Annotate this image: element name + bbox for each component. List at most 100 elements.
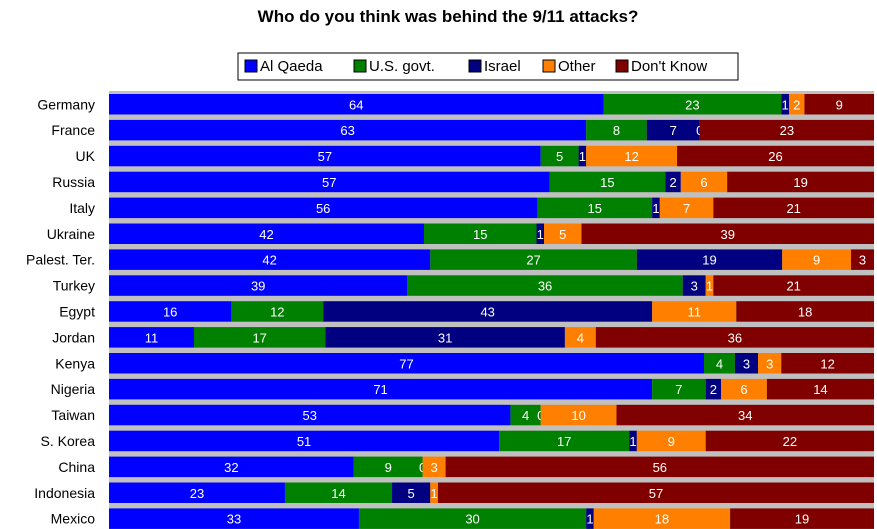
bar-russia-al-qaeda [109,171,550,193]
bar-jordan-u-s-govt [194,327,326,348]
bar-uk-israel [578,145,587,167]
data-label-nigeria-israel: 2 [710,382,717,397]
category-label-egypt: Egypt [59,303,95,319]
bar-italy-don-t-know [713,197,874,219]
bar-ukraine-al-qaeda [109,223,424,244]
category-label-russia: Russia [52,174,95,190]
legend-swatch-al-qaeda [244,59,258,73]
bar-mexico-other [593,508,731,529]
bar-s-korea-al-qaeda [109,430,500,452]
legend-frame [237,52,739,81]
data-label-china-don-t-know: 56 [653,460,667,475]
bar-palest-ter-u-s-govt [430,249,637,270]
bar-taiwan-u-s-govt [510,404,541,426]
data-label-nigeria-u-s-govt: 7 [675,382,682,397]
bar-palest-ter-israel [636,249,783,270]
bar-nigeria-israel [705,378,721,400]
category-label-indonesia: Indonesia [34,485,95,501]
data-label-jordan-don-t-know: 36 [728,330,742,345]
data-label-nigeria-don-t-know: 14 [813,382,827,397]
bar-kenya-don-t-know [781,353,874,374]
data-label-taiwan-al-qaeda: 53 [302,408,316,423]
bar-kenya-israel [734,353,759,374]
category-label-s-korea: S. Korea [41,433,96,449]
bar-nigeria-u-s-govt [652,378,706,400]
bar-jordan-israel [325,327,565,348]
bar-mexico-al-qaeda [109,508,359,529]
category-label-france: France [51,122,95,138]
bar-france-u-s-govt [586,119,647,141]
bar-egypt-don-t-know [736,301,874,322]
bar-egypt-u-s-govt [231,301,324,322]
data-label-russia-u-s-govt: 15 [600,175,614,190]
data-label-france-u-s-govt: 8 [613,123,620,138]
legend-swatch-don-t-know [615,59,629,73]
bar-russia-u-s-govt [549,171,666,193]
data-label-s-korea-other: 9 [668,434,675,449]
data-label-indonesia-u-s-govt: 14 [331,486,345,501]
data-label-turkey-al-qaeda: 39 [251,279,265,294]
bar-turkey-other [705,275,714,296]
bar-kenya-other [758,353,782,374]
bar-nigeria-other [721,378,767,400]
bar-palest-ter-al-qaeda [109,249,431,270]
data-label-jordan-al-qaeda: 11 [145,330,159,345]
data-label-mexico-al-qaeda: 33 [227,512,241,527]
bar-nigeria-don-t-know [766,378,874,400]
data-label-jordan-other: 4 [577,330,584,345]
data-label-s-korea-al-qaeda: 51 [297,434,311,449]
bar-jordan-don-t-know [595,327,874,348]
bar-egypt-al-qaeda [109,301,232,322]
data-label-kenya-al-qaeda: 77 [399,356,413,371]
data-label-kenya-don-t-know: 12 [820,356,834,371]
data-label-france-don-t-know: 23 [780,123,794,138]
data-label-germany-u-s-govt: 23 [685,97,699,112]
data-label-taiwan-don-t-know: 34 [738,408,752,423]
bar-china-al-qaeda [109,456,354,478]
data-label-mexico-other: 18 [655,512,669,527]
data-label-uk-u-s-govt: 5 [556,149,563,164]
bar-russia-israel [665,171,681,193]
bar-china-don-t-know [445,456,874,478]
data-label-uk-al-qaeda: 57 [318,149,332,164]
data-label-egypt-israel: 43 [480,304,494,319]
bar-s-korea-other [636,430,706,452]
bar-germany-u-s-govt [603,94,782,115]
bar-china-other [422,456,446,478]
data-label-uk-other: 12 [624,149,638,164]
data-label-kenya-israel: 3 [743,356,750,371]
data-label-turkey-israel: 3 [691,279,698,294]
data-label-kenya-u-s-govt: 4 [716,356,723,371]
bar-france-don-t-know [699,119,874,141]
data-label-italy-israel: 1 [652,201,659,216]
bar-kenya-al-qaeda [109,353,704,374]
bar-turkey-don-t-know [713,275,874,296]
bar-taiwan-al-qaeda [109,404,511,426]
bar-turkey-u-s-govt [407,275,683,296]
bar-indonesia-don-t-know [437,482,874,503]
data-label-russia-other: 6 [700,175,707,190]
legend-label-other: Other [558,58,596,75]
data-label-uk-israel: 1 [579,149,586,164]
data-label-ukraine-other: 5 [559,227,566,242]
data-label-ukraine-u-s-govt: 15 [473,227,487,242]
bar-mexico-u-s-govt [358,508,587,529]
data-label-mexico-israel: 1 [586,512,593,527]
data-label-s-korea-don-t-know: 22 [783,434,797,449]
bar-china-u-s-govt [353,456,423,478]
legend-label-al-qaeda: Al Qaeda [260,58,323,75]
data-label-italy-don-t-know: 21 [786,201,800,216]
data-label-germany-israel: 1 [782,97,789,112]
bar-turkey-israel [682,275,706,296]
data-label-taiwan-other: 10 [571,408,585,423]
data-label-s-korea-israel: 1 [629,434,636,449]
data-label-russia-al-qaeda: 57 [322,175,336,190]
data-label-palest-ter-al-qaeda: 42 [262,253,276,268]
bar-kenya-u-s-govt [704,353,735,374]
bar-mexico-don-t-know [730,508,874,529]
bar-italy-israel [652,197,660,219]
bar-indonesia-other [430,482,438,503]
category-label-uk: UK [76,148,96,164]
bar-taiwan-don-t-know [616,404,874,426]
data-label-egypt-don-t-know: 18 [798,304,812,319]
